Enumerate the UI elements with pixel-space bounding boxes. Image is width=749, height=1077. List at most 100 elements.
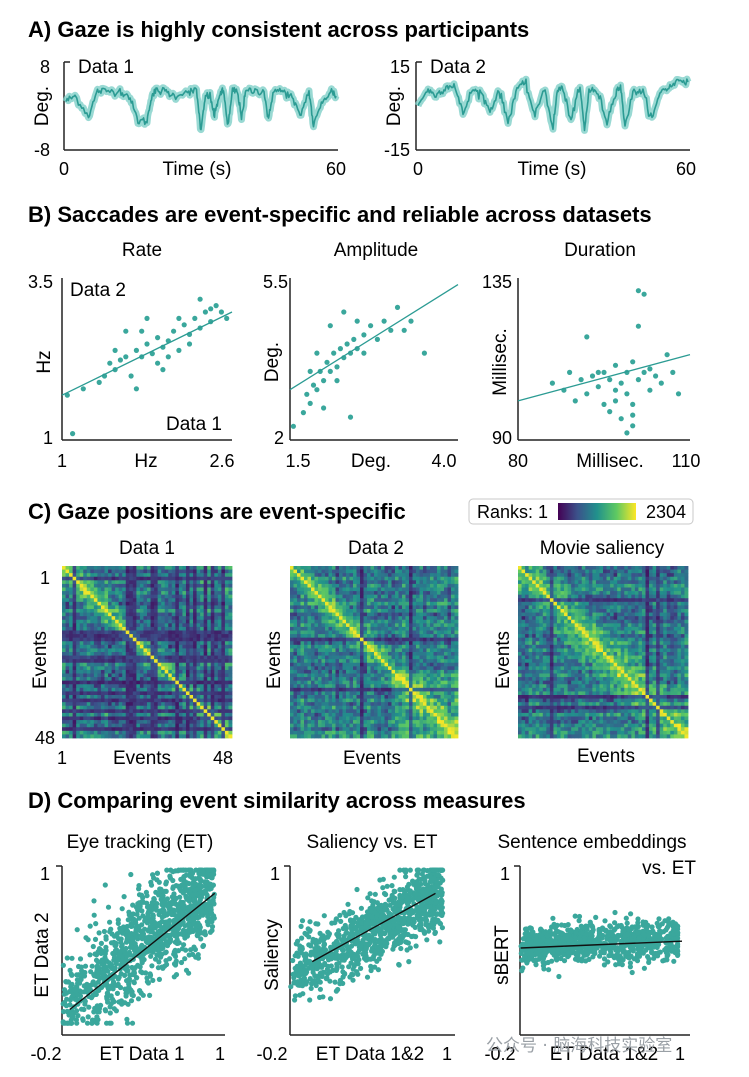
heatmap-cell xyxy=(451,655,455,660)
heatmap-cell xyxy=(161,612,166,617)
heatmap-cell xyxy=(210,705,215,710)
heatmap-cell xyxy=(69,727,74,732)
heatmap-cell xyxy=(125,680,130,685)
heatmap-cell xyxy=(405,644,410,649)
heatmap-cell xyxy=(363,569,368,574)
heatmap-cell xyxy=(398,655,403,660)
heatmap-cell xyxy=(339,583,343,588)
heatmap-cell xyxy=(108,730,112,735)
heatmap-cell xyxy=(79,709,84,714)
heatmap-cell xyxy=(398,709,403,714)
heatmap-cell xyxy=(363,662,368,667)
heatmap-cell xyxy=(430,695,434,699)
heatmap-cell xyxy=(314,730,319,735)
heatmap-cell xyxy=(451,569,455,574)
heatmap-cell xyxy=(290,609,294,613)
heatmap-cell xyxy=(645,576,650,581)
heatmap-cell xyxy=(168,641,173,646)
heatmap-cell xyxy=(349,669,354,674)
heatmap-cell xyxy=(374,691,378,696)
heatmap-cell xyxy=(402,677,406,682)
heatmap-cell xyxy=(154,601,159,606)
heatmap-cell xyxy=(585,569,590,574)
heatmap-cell xyxy=(139,727,144,732)
heatmap-cell xyxy=(419,662,424,667)
heatmap-cell xyxy=(147,659,151,664)
heatmap-cell xyxy=(62,684,66,689)
heatmap-cell xyxy=(367,698,371,703)
heatmap-cell xyxy=(325,583,329,588)
heatmap-cell xyxy=(363,612,368,617)
heatmap-cell xyxy=(391,605,396,610)
heatmap-cell xyxy=(391,723,396,728)
heatmap-cell xyxy=(207,669,212,674)
heatmap-cell xyxy=(125,623,130,628)
heatmap-cell xyxy=(182,580,187,585)
heatmap-cell xyxy=(129,655,134,660)
heatmap-cell xyxy=(447,669,452,674)
heatmap-cell xyxy=(189,684,194,689)
heatmap-cell xyxy=(307,702,312,707)
heatmap-cell xyxy=(122,709,127,714)
heatmap-cell xyxy=(72,691,77,696)
heatmap-cell xyxy=(83,644,88,649)
heatmap-cell xyxy=(221,591,226,596)
heatmap-cell xyxy=(645,566,650,570)
heatmap-cell xyxy=(203,723,208,728)
heatmap-cell xyxy=(454,641,459,646)
heatmap-cell xyxy=(136,727,141,732)
heatmap-cell xyxy=(196,695,201,699)
heatmap-cell xyxy=(321,666,326,671)
heatmap-cell xyxy=(175,648,180,653)
heatmap-cell xyxy=(228,712,233,717)
heatmap-cell xyxy=(185,673,190,678)
heatmap-cell xyxy=(440,684,445,689)
heatmap-cell xyxy=(374,566,378,570)
heatmap-cell xyxy=(150,677,155,682)
heatmap-cell xyxy=(342,723,347,728)
heatmap-cell xyxy=(139,673,144,678)
heatmap-cell xyxy=(335,698,340,703)
heatmap-cell xyxy=(185,630,190,635)
heatmap-cell xyxy=(398,687,403,692)
heatmap-cell xyxy=(164,677,169,682)
heatmap-cell xyxy=(342,716,347,721)
heatmap-cell xyxy=(108,609,112,613)
heatmap-cell xyxy=(111,612,116,617)
heatmap-cell xyxy=(311,659,315,664)
heatmap-cell xyxy=(193,637,197,642)
heatmap-cell xyxy=(104,712,109,717)
heatmap-cell xyxy=(300,583,305,588)
heatmap-cell xyxy=(154,712,159,717)
heatmap-cell xyxy=(335,695,340,699)
heatmap-cell xyxy=(412,598,417,603)
heatmap-cell xyxy=(224,684,229,689)
heatmap-cell xyxy=(122,705,127,710)
heatmap-cell xyxy=(143,680,148,685)
heatmap-cell xyxy=(416,691,420,696)
heatmap-cell xyxy=(90,630,95,635)
heatmap-cell xyxy=(100,659,105,664)
heatmap-cell xyxy=(90,605,95,610)
heatmap-cell xyxy=(433,677,438,682)
heatmap-cell xyxy=(290,727,294,732)
heatmap-cell xyxy=(440,623,445,628)
heatmap-cell xyxy=(118,684,123,689)
heatmap-cell xyxy=(72,605,77,610)
heatmap-cell xyxy=(185,705,190,710)
heatmap-cell xyxy=(93,594,98,599)
heatmap-cell xyxy=(79,702,84,707)
heatmap-cell xyxy=(104,695,109,699)
heatmap-cell xyxy=(182,573,187,578)
heatmap-cell xyxy=(132,583,137,588)
heatmap-cell xyxy=(419,601,424,606)
heatmap-cell xyxy=(440,716,445,721)
heatmap-cell xyxy=(161,576,166,581)
heatmap-cell xyxy=(304,616,308,621)
heatmap-cell xyxy=(136,630,141,635)
heatmap-cell xyxy=(430,601,434,606)
heatmap-cell xyxy=(430,634,434,639)
heatmap-cell xyxy=(157,630,162,635)
heatmap-cell xyxy=(200,709,205,714)
heatmap-cell xyxy=(518,569,522,574)
